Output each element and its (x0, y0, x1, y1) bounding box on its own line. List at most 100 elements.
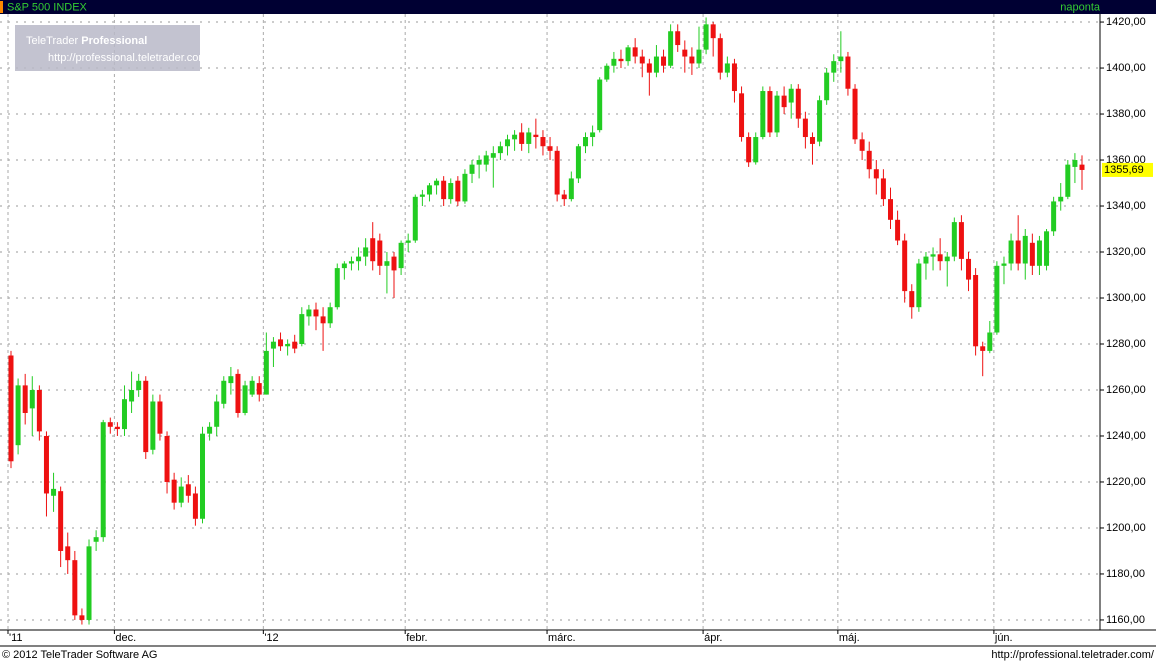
candle-body (448, 183, 454, 200)
candle-body (455, 180, 461, 202)
candle-body (703, 24, 709, 50)
candle-body (1058, 196, 1064, 202)
candle-body (377, 240, 383, 266)
candle-body (533, 134, 539, 138)
candle-body (100, 422, 106, 538)
x-tick-label: '11 (9, 632, 23, 644)
candle-body (22, 385, 28, 413)
candle-body (689, 56, 695, 64)
candle-body (512, 134, 518, 140)
footer-url: http://professional.teletrader.com/ (991, 649, 1155, 661)
y-tick-label: 1420,00 (1106, 16, 1146, 28)
candle-body (171, 479, 177, 503)
candle-body (902, 240, 908, 292)
candle-body (554, 150, 560, 195)
candle-body (668, 31, 674, 66)
candle-body (788, 88, 794, 103)
candle-body (802, 118, 808, 138)
candle-body (348, 261, 354, 264)
x-tick-label: máj. (839, 632, 860, 644)
candle-body (1015, 240, 1021, 264)
candle-body (661, 56, 667, 66)
candle-body (504, 139, 510, 147)
candle-body (242, 385, 248, 413)
last-price-label: 1355,69 (1104, 164, 1144, 176)
candle-body (795, 88, 801, 119)
candle-body (760, 91, 766, 138)
candle-body (639, 56, 645, 64)
candle-body (724, 63, 730, 73)
candle-body (937, 254, 943, 262)
candle-body (15, 385, 21, 446)
x-tick-label: ápr. (704, 632, 722, 644)
candle-body (228, 376, 234, 384)
y-tick-label: 1200,00 (1106, 522, 1146, 534)
candle-body (973, 275, 979, 347)
x-tick-label: márc. (548, 632, 576, 644)
candle-body (292, 341, 298, 349)
candle-body (824, 72, 830, 101)
candle-body (86, 546, 92, 620)
candle-body (646, 63, 652, 73)
copyright: © 2012 TeleTrader Software AG (2, 649, 157, 661)
y-tick-label: 1340,00 (1106, 200, 1146, 212)
candle-body (334, 268, 340, 308)
candle-body (476, 160, 482, 165)
candle-body (356, 256, 362, 262)
candle-body (958, 222, 964, 259)
y-tick-label: 1260,00 (1106, 384, 1146, 396)
x-tick-label: jún. (994, 632, 1013, 644)
candle-body (590, 132, 596, 138)
candle-body (887, 199, 893, 220)
header-bar (0, 0, 1156, 14)
y-tick-label: 1360,00 (1106, 154, 1146, 166)
candle-body (72, 560, 78, 616)
candle-body (370, 238, 376, 262)
candle-body (29, 389, 35, 409)
candle-body (526, 132, 532, 144)
y-tick-label: 1300,00 (1106, 292, 1146, 304)
candle-body (710, 24, 716, 39)
candle-body (753, 137, 759, 163)
candle-body (299, 314, 305, 344)
candle-body (987, 332, 993, 351)
candle-body (1029, 242, 1035, 266)
candle-body (249, 380, 255, 395)
candle-body (696, 49, 702, 64)
candle-body (426, 185, 432, 195)
candle-body (838, 56, 844, 62)
candle-body (540, 137, 546, 147)
candle-body (221, 380, 227, 404)
candle-body (398, 242, 404, 269)
candle-body (419, 194, 425, 197)
candle-body (611, 58, 617, 66)
candle-body (150, 401, 156, 450)
candle-body (916, 263, 922, 308)
candle-body (994, 265, 1000, 333)
candle-body (51, 488, 57, 496)
candle-body (136, 380, 142, 390)
y-tick-label: 1380,00 (1106, 108, 1146, 120)
candle-body (65, 546, 71, 561)
candle-body (363, 247, 369, 257)
y-tick-label: 1280,00 (1106, 338, 1146, 350)
candle-body (1044, 231, 1050, 266)
candle-body (944, 256, 950, 262)
x-tick-label: febr. (406, 632, 427, 644)
candle-body (36, 389, 42, 432)
candle-body (391, 256, 397, 271)
candle-body (831, 61, 837, 73)
candle-body (1022, 235, 1028, 264)
candle-body (767, 91, 773, 133)
candle-body (405, 240, 411, 243)
watermark-box (15, 25, 200, 71)
candle-body (1051, 201, 1057, 232)
candle-body (490, 153, 496, 158)
candle-body (873, 169, 879, 179)
candle-body (866, 150, 872, 170)
candle-body (845, 56, 851, 89)
candle-body (313, 309, 319, 317)
candle-body (852, 88, 858, 140)
candle-body (327, 307, 333, 324)
candle-body (306, 309, 312, 317)
